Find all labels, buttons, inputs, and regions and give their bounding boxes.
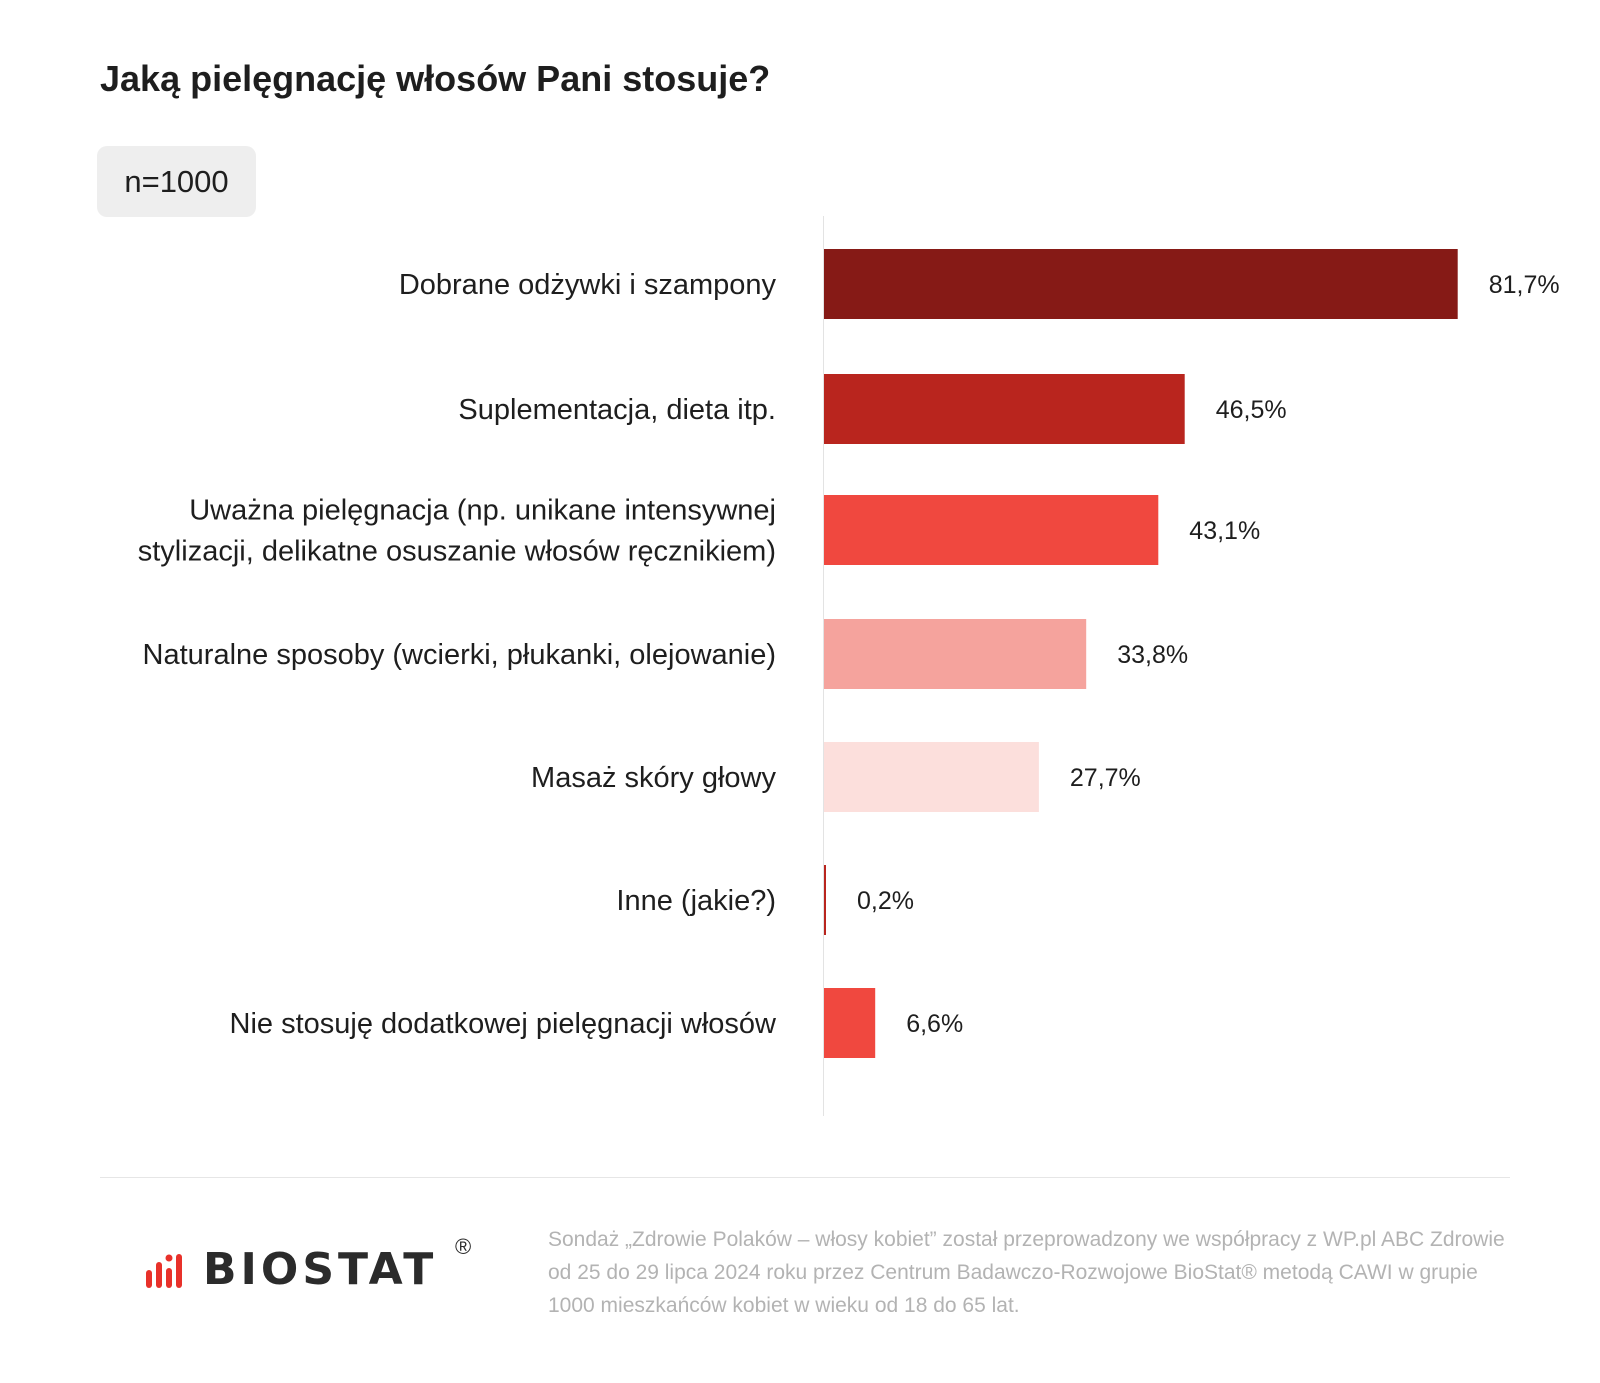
category-label-0: Dobrane odżywki i szampony: [399, 269, 777, 301]
category-label-2-line-0: Uważna pielęgnacja (np. unikane intensyw…: [189, 495, 776, 527]
category-label-6: Nie stosuję dodatkowej pielęgnacji włosó…: [230, 1008, 778, 1040]
logo-bars-icon: [146, 1254, 182, 1288]
value-label-5: 0,2%: [857, 887, 914, 915]
bar-5: [824, 865, 826, 935]
bar-1: [824, 374, 1185, 444]
bar-6: [824, 988, 876, 1058]
logo-wordmark: BIOSTAT: [203, 1244, 438, 1295]
bar-0: [824, 249, 1458, 319]
bar-2: [824, 495, 1159, 565]
footer-note: Sondaż „Zdrowie Polaków – włosy kobiet” …: [548, 1228, 1505, 1317]
value-label-2: 43,1%: [1189, 517, 1260, 545]
category-label-4: Masaż skóry głowy: [531, 762, 776, 794]
bar-3: [824, 619, 1087, 689]
bar-chart: 81,7% Dobrane odżywki i szampony 46,5% Supl…: [138, 216, 1560, 1116]
category-label-3: Naturalne sposoby (wcierki, płukanki, ol…: [143, 639, 776, 671]
value-label-3: 33,8%: [1117, 641, 1188, 669]
footer-divider: [100, 1177, 1510, 1178]
biostat-logo: BIOSTAT ®: [145, 1234, 485, 1300]
category-label-2-line-1: stylizacji, delikatne osuszanie włosów r…: [138, 536, 776, 568]
sample-size-badge: n=1000: [97, 146, 256, 217]
value-label-0: 81,7%: [1489, 271, 1560, 299]
bar-4: [824, 742, 1039, 812]
value-label-4: 27,7%: [1070, 764, 1141, 792]
value-label-1: 46,5%: [1216, 396, 1287, 424]
bars-layer: 81,7% Dobrane odżywki i szampony 46,5% Supl…: [138, 249, 1560, 1058]
category-label-1: Suplementacja, dieta itp.: [458, 394, 776, 426]
category-label-5: Inne (jakie?): [616, 885, 776, 917]
chart-title: Jaką pielęgnację włosów Pani stosuje?: [100, 58, 771, 99]
logo-registered-mark: ®: [455, 1234, 472, 1259]
value-label-6: 6,6%: [906, 1010, 963, 1038]
